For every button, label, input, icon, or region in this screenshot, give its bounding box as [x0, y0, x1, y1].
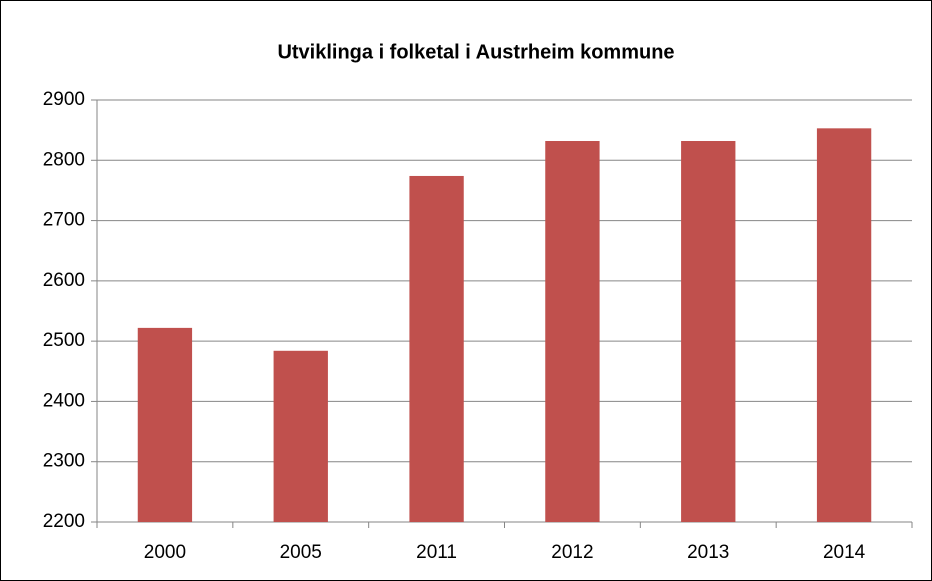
x-tick-label: 2012	[551, 542, 593, 563]
y-tick-label: 2400	[43, 390, 85, 411]
bar	[137, 327, 193, 522]
x-tick-label: 2005	[280, 542, 322, 563]
y-tick-label: 2900	[43, 89, 85, 110]
bar	[273, 350, 328, 522]
y-tick-label: 2600	[43, 270, 85, 291]
bar	[816, 128, 872, 522]
bar	[545, 140, 600, 522]
x-tick-label: 2000	[144, 542, 186, 563]
y-tick-label: 2300	[43, 451, 85, 472]
y-tick-label: 2500	[43, 330, 85, 351]
chart-title: Utviklinga i folketal i Austrheim kommun…	[277, 41, 674, 63]
bar	[409, 175, 464, 522]
x-tick-label: 2014	[823, 542, 866, 563]
bar	[681, 140, 736, 522]
x-tick-label: 2011	[416, 542, 457, 563]
x-tick-label: 2013	[687, 542, 729, 563]
y-tick-label: 2200	[43, 511, 85, 532]
y-tick-label: 2700	[43, 210, 85, 231]
y-tick-label: 2800	[43, 149, 85, 170]
